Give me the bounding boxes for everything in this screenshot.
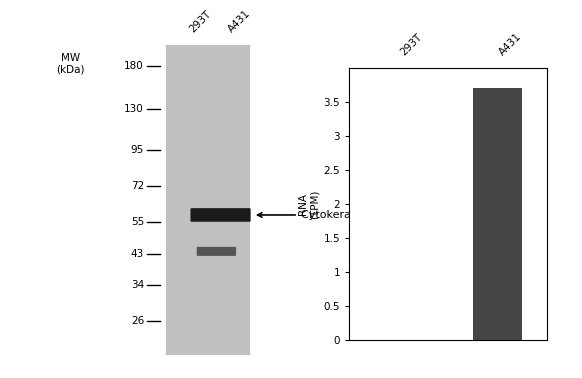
- Text: MW
(kDa): MW (kDa): [56, 53, 84, 74]
- Text: 72: 72: [131, 181, 144, 192]
- Y-axis label: RNA
(TPM): RNA (TPM): [298, 189, 320, 219]
- Text: 293T: 293T: [399, 32, 424, 57]
- Text: 95: 95: [131, 145, 144, 155]
- Text: 293T: 293T: [187, 8, 213, 34]
- Bar: [473, 88, 522, 340]
- Text: 26: 26: [131, 316, 144, 326]
- Text: Cytokeratin 7: Cytokeratin 7: [257, 210, 376, 220]
- FancyBboxPatch shape: [197, 247, 236, 256]
- Text: 34: 34: [131, 280, 144, 290]
- Bar: [166, 45, 250, 355]
- Text: 55: 55: [131, 217, 144, 227]
- Text: 180: 180: [125, 61, 144, 71]
- Text: A431: A431: [498, 31, 524, 57]
- Text: 130: 130: [125, 104, 144, 113]
- Text: 43: 43: [131, 249, 144, 259]
- Text: A431: A431: [226, 8, 253, 34]
- FancyBboxPatch shape: [190, 208, 251, 222]
